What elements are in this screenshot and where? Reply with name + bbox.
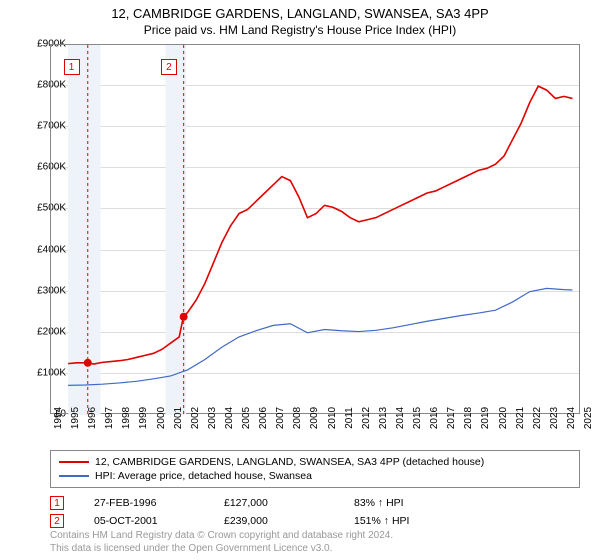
x-tick-label: 1994 bbox=[53, 407, 64, 429]
legend-swatch-hpi bbox=[59, 475, 89, 477]
x-tick-label: 2006 bbox=[258, 407, 269, 429]
event-price-2: £239,000 bbox=[224, 515, 324, 527]
footer-line-1: Contains HM Land Registry data © Crown c… bbox=[50, 530, 580, 543]
x-tick-label: 2002 bbox=[190, 407, 201, 429]
x-tick-label: 1999 bbox=[138, 407, 149, 429]
event-date-2: 05-OCT-2001 bbox=[94, 515, 194, 527]
event-marker-2: 2 bbox=[50, 514, 64, 528]
x-tick-label: 2023 bbox=[549, 407, 560, 429]
chart-container: 12, CAMBRIDGE GARDENS, LANGLAND, SWANSEA… bbox=[0, 0, 600, 560]
event-price-1: £127,000 bbox=[224, 497, 324, 509]
chart-event-marker: 2 bbox=[161, 59, 177, 75]
legend-label-property: 12, CAMBRIDGE GARDENS, LANGLAND, SWANSEA… bbox=[95, 456, 484, 468]
x-tick-label: 1998 bbox=[121, 407, 132, 429]
x-tick-label: 2016 bbox=[429, 407, 440, 429]
chart-subtitle: Price paid vs. HM Land Registry's House … bbox=[0, 21, 600, 43]
x-tick-label: 2003 bbox=[207, 407, 218, 429]
chart-title: 12, CAMBRIDGE GARDENS, LANGLAND, SWANSEA… bbox=[0, 0, 600, 21]
x-tick-label: 2012 bbox=[361, 407, 372, 429]
x-tick-label: 2005 bbox=[241, 407, 252, 429]
x-tick-label: 2009 bbox=[309, 407, 320, 429]
legend-row-hpi: HPI: Average price, detached house, Swan… bbox=[59, 469, 571, 483]
x-tick-label: 2013 bbox=[378, 407, 389, 429]
x-tick-label: 2022 bbox=[532, 407, 543, 429]
legend: 12, CAMBRIDGE GARDENS, LANGLAND, SWANSEA… bbox=[50, 450, 580, 488]
event-delta-2: 151% ↑ HPI bbox=[354, 515, 454, 527]
x-tick-label: 2025 bbox=[583, 407, 594, 429]
x-tick-label: 1997 bbox=[104, 407, 115, 429]
event-date-1: 27-FEB-1996 bbox=[94, 497, 194, 509]
footer-line-2: This data is licensed under the Open Gov… bbox=[50, 543, 580, 556]
x-tick-label: 2014 bbox=[395, 407, 406, 429]
event-marker-1: 1 bbox=[50, 496, 64, 510]
plot-svg bbox=[51, 45, 581, 415]
x-tick-label: 2010 bbox=[327, 407, 338, 429]
x-tick-label: 2018 bbox=[463, 407, 474, 429]
events-table: 1 27-FEB-1996 £127,000 83% ↑ HPI 2 05-OC… bbox=[50, 494, 580, 530]
x-tick-label: 2024 bbox=[566, 407, 577, 429]
x-tick-label: 2020 bbox=[498, 407, 509, 429]
x-tick-label: 2011 bbox=[344, 407, 355, 429]
footer: Contains HM Land Registry data © Crown c… bbox=[50, 530, 580, 555]
event-row-1: 1 27-FEB-1996 £127,000 83% ↑ HPI bbox=[50, 494, 580, 512]
legend-row-property: 12, CAMBRIDGE GARDENS, LANGLAND, SWANSEA… bbox=[59, 455, 571, 469]
legend-label-hpi: HPI: Average price, detached house, Swan… bbox=[95, 470, 312, 482]
event-delta-1: 83% ↑ HPI bbox=[354, 497, 454, 509]
plot-area: 12 bbox=[50, 44, 580, 414]
x-tick-label: 2008 bbox=[292, 407, 303, 429]
chart-event-marker: 1 bbox=[64, 59, 80, 75]
x-tick-label: 2015 bbox=[412, 407, 423, 429]
event-row-2: 2 05-OCT-2001 £239,000 151% ↑ HPI bbox=[50, 512, 580, 530]
x-tick-label: 1996 bbox=[87, 407, 98, 429]
x-tick-label: 2000 bbox=[156, 407, 167, 429]
x-tick-label: 2021 bbox=[515, 407, 526, 429]
legend-swatch-property bbox=[59, 461, 89, 463]
x-tick-label: 2001 bbox=[173, 407, 184, 429]
x-tick-label: 2017 bbox=[446, 407, 457, 429]
x-tick-label: 2019 bbox=[480, 407, 491, 429]
x-tick-label: 2007 bbox=[275, 407, 286, 429]
x-tick-label: 1995 bbox=[70, 407, 81, 429]
x-tick-label: 2004 bbox=[224, 407, 235, 429]
